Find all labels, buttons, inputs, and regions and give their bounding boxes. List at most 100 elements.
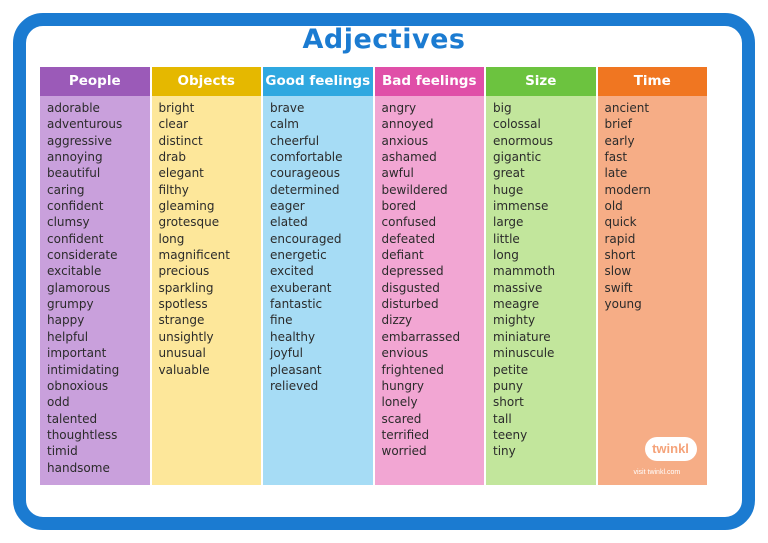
word-item: annoying: [47, 150, 103, 165]
word-item: puny: [493, 378, 523, 393]
word-item: elegant: [158, 166, 204, 181]
word-item: big: [493, 101, 512, 115]
word-item: ashamed: [381, 150, 437, 165]
word-item: gleaming: [158, 199, 215, 214]
word-item: minuscule: [493, 346, 555, 361]
word-item: worried: [381, 444, 427, 459]
word-item: large: [493, 215, 524, 230]
word-item: annoyed: [381, 117, 434, 132]
word-item: hungry: [381, 378, 424, 393]
word-item: old: [604, 199, 623, 214]
column-heading: Objects: [151, 67, 261, 96]
word-item: disgusted: [381, 280, 440, 295]
word-item: massive: [493, 280, 543, 295]
word-item: relieved: [270, 378, 319, 393]
word-item: thoughtless: [47, 427, 118, 442]
word-item: comfortable: [270, 150, 343, 165]
word-item: frightened: [381, 362, 444, 377]
word-item: caring: [47, 182, 85, 197]
word-item: drab: [158, 150, 187, 165]
word-item: helpful: [47, 329, 89, 344]
word-item: late: [604, 166, 628, 181]
website-caption: visit twinkl.com: [633, 469, 681, 476]
column-heading: Size: [486, 67, 596, 96]
word-item: determined: [270, 182, 340, 197]
column-heading: Good feelings: [263, 67, 373, 96]
word-item: unusual: [158, 346, 206, 361]
word-item: pleasant: [270, 362, 322, 377]
word-item: brave: [270, 101, 305, 115]
adjectives-table: People adorable adventurous aggressive annoy…: [40, 67, 707, 485]
column-word-list: angry annoyed anxious ashamed awful bewildere…: [374, 96, 484, 485]
word-item: eager: [270, 199, 305, 214]
word-item: dizzy: [381, 313, 413, 328]
word-item: talented: [47, 411, 98, 426]
word-item: young: [604, 297, 642, 312]
word-item: modern: [604, 182, 651, 197]
word-item: cheerful: [270, 133, 320, 148]
word-item: filthy: [158, 182, 189, 197]
word-item: great: [493, 166, 525, 181]
word-item: clumsy: [47, 215, 90, 230]
word-item: petite: [493, 362, 529, 377]
word-item: beautiful: [47, 166, 101, 181]
word-item: terrified: [381, 427, 430, 442]
word-item: ancient: [604, 101, 650, 115]
word-item: adorable: [47, 101, 100, 115]
word-item: fast: [604, 150, 628, 165]
word-item: strange: [158, 313, 205, 328]
word-item: tiny: [493, 444, 516, 459]
word-item: enormous: [493, 133, 553, 148]
word-item: intimidating: [47, 362, 120, 377]
word-item: defiant: [381, 248, 424, 263]
word-item: excited: [270, 264, 314, 279]
word-item: slow: [604, 264, 632, 279]
word-item: long: [158, 231, 185, 246]
word-item: encouraged: [270, 231, 342, 246]
word-item: early: [604, 133, 635, 148]
word-item: aggressive: [47, 133, 112, 148]
word-item: mammoth: [493, 264, 556, 279]
column-bad-feelings: Bad feelings angry annoyed anxious ashamed aw…: [374, 67, 484, 485]
word-item: tall: [493, 411, 512, 426]
word-item: short: [604, 248, 636, 263]
column-objects: Objects bright clear distinct drab elegant fil…: [151, 67, 261, 485]
column-heading: Bad feelings: [374, 67, 484, 96]
column-word-list: big colossal enormous gigantic great huge imme…: [486, 96, 596, 485]
word-item: quick: [604, 215, 637, 230]
word-item: grumpy: [47, 297, 94, 312]
word-item: glamorous: [47, 280, 111, 295]
column-people: People adorable adventurous aggressive annoy…: [40, 67, 150, 485]
word-item: bewildered: [381, 182, 448, 197]
word-item: brief: [604, 117, 633, 132]
word-item: huge: [493, 182, 524, 197]
column-good-feelings: Good feelings brave calm cheerful comfortabl…: [263, 67, 373, 485]
word-item: embarrassed: [381, 329, 461, 344]
word-item: swift: [604, 280, 633, 295]
word-item: awful: [381, 166, 414, 181]
word-item: meagre: [493, 297, 540, 312]
word-item: bored: [381, 199, 417, 214]
column-word-list: bright clear distinct drab elegant filthy glea…: [151, 96, 261, 485]
word-item: spotless: [158, 297, 208, 312]
word-item: mighty: [493, 313, 536, 328]
word-item: rapid: [604, 231, 636, 246]
page-title: Adjectives: [302, 24, 466, 55]
word-item: energetic: [270, 248, 327, 263]
word-item: colossal: [493, 117, 541, 132]
word-item: valuable: [158, 362, 210, 377]
word-item: considerate: [47, 248, 118, 263]
word-item: precious: [158, 264, 210, 279]
logo-text: twinkl: [652, 441, 689, 456]
word-item: depressed: [381, 264, 444, 279]
word-item: bright: [158, 101, 195, 115]
word-item: happy: [47, 313, 85, 328]
word-item: confused: [381, 215, 437, 230]
word-item: lonely: [381, 395, 418, 410]
word-item: disturbed: [381, 297, 439, 312]
column-word-list: ancient brief early fast late modern old quick r…: [597, 96, 707, 485]
column-heading: People: [40, 67, 150, 96]
word-item: sparkling: [158, 280, 214, 295]
word-item: scared: [381, 411, 422, 426]
word-item: long: [493, 248, 519, 263]
